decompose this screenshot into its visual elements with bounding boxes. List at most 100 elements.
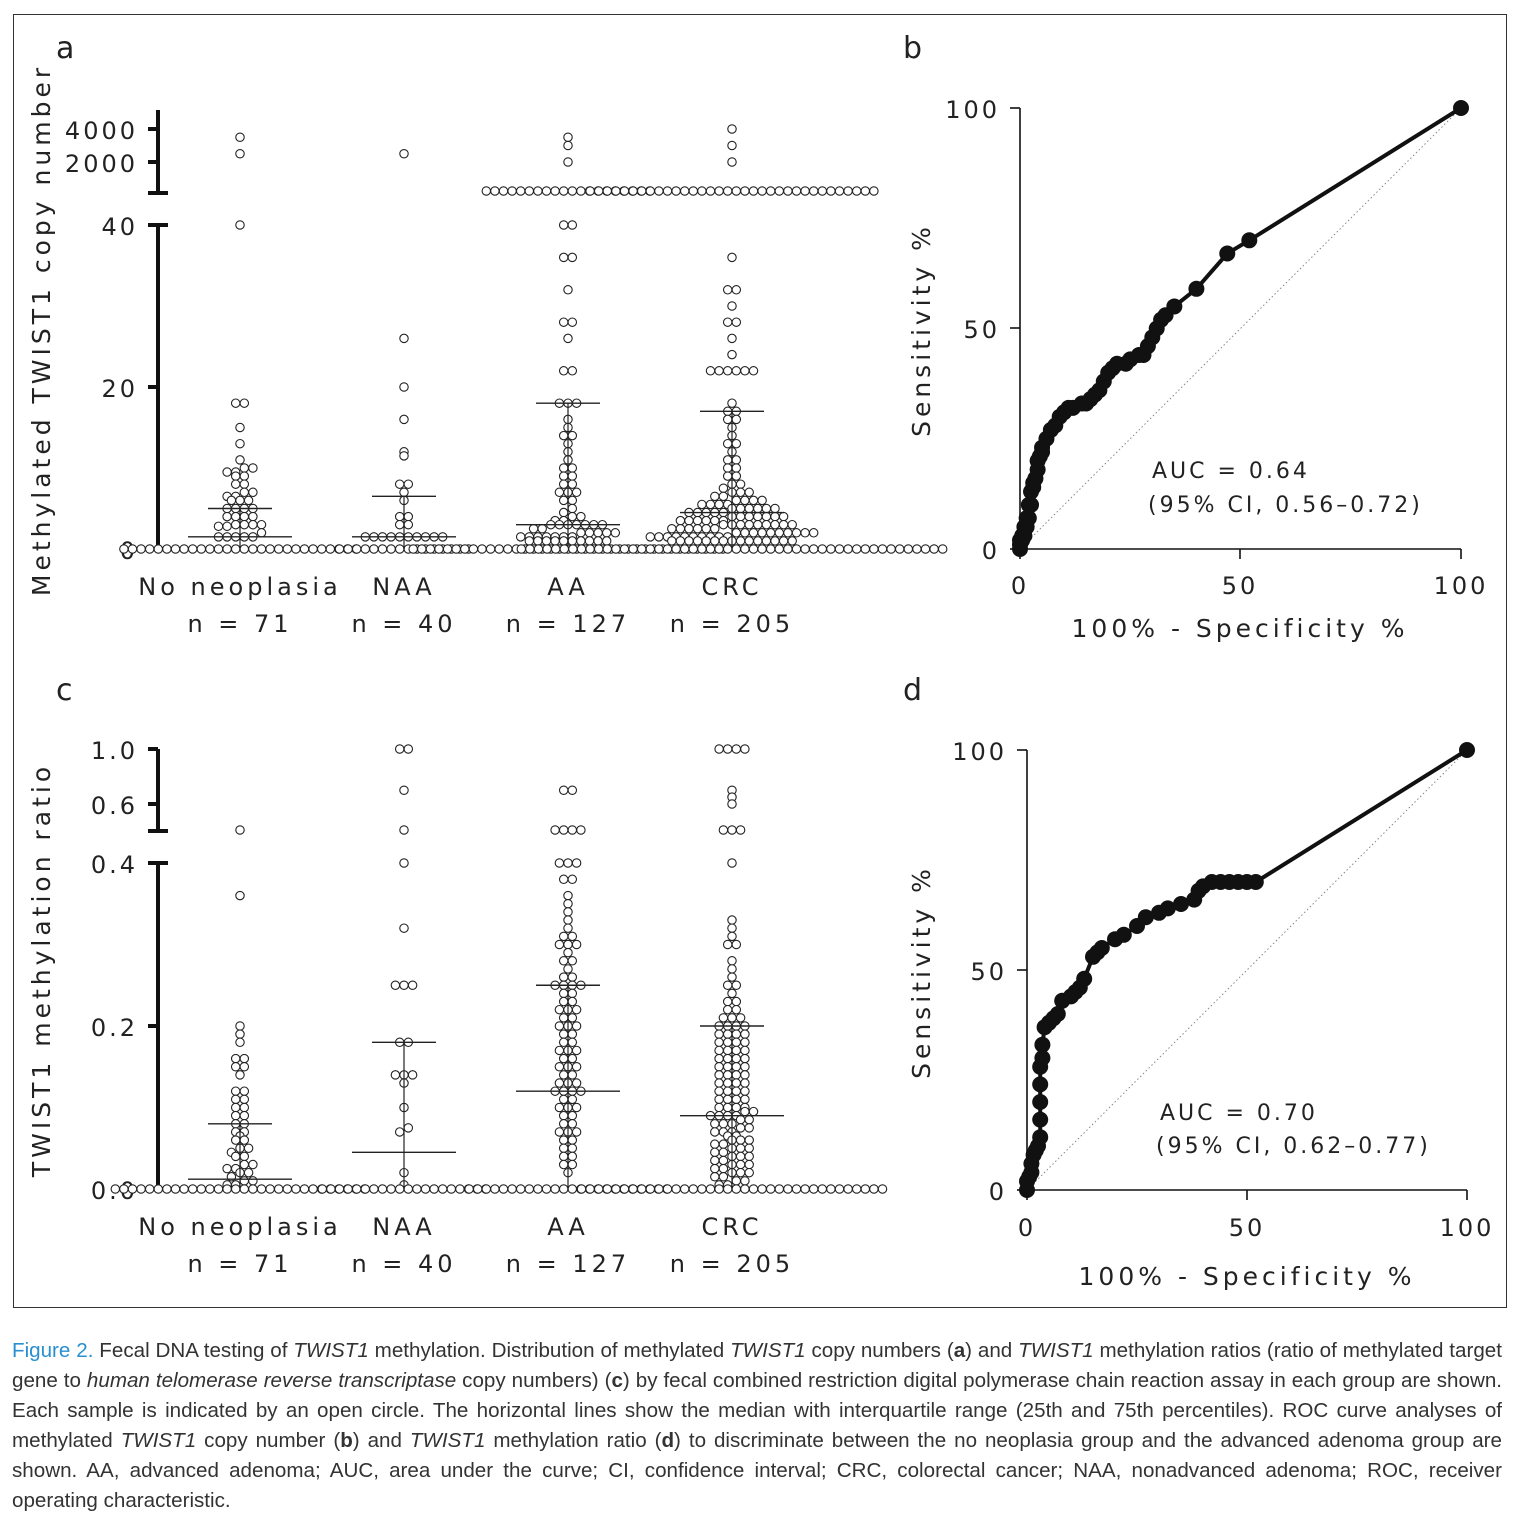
data-point (235, 1070, 245, 1080)
data-point (722, 996, 733, 1007)
data-point (399, 333, 409, 344)
data-point (558, 536, 569, 546)
data-point (394, 1184, 405, 1194)
data-point (567, 956, 578, 966)
data-point (722, 1102, 733, 1113)
data-point (399, 858, 409, 868)
data-point (399, 923, 409, 933)
data-point (563, 285, 573, 295)
data-point (714, 499, 724, 510)
panel-c-ytick-0.2: 0.2 (91, 1014, 138, 1042)
data-point (360, 544, 371, 554)
panel-b-ytick-50: 50 (963, 316, 1000, 344)
data-point (386, 544, 396, 554)
data-point (558, 825, 569, 835)
data-point (230, 1184, 241, 1194)
data-point (230, 1110, 241, 1121)
data-point (860, 544, 871, 554)
data-point (567, 1143, 578, 1154)
data-point (710, 1163, 720, 1174)
data-point (273, 1184, 284, 1194)
data-point (235, 132, 245, 143)
panel-a-group-n-2: n = 127 (506, 610, 630, 638)
panel-c-group-n-1: n = 40 (351, 1250, 456, 1278)
data-point (524, 1184, 535, 1194)
data-point (394, 744, 405, 754)
data-point (808, 186, 819, 196)
data-point (787, 536, 797, 546)
data-point (722, 1062, 733, 1072)
data-point (558, 1029, 569, 1039)
data-point (481, 1184, 492, 1194)
data-point (735, 519, 746, 530)
data-point (740, 1062, 750, 1072)
panel-a-ytick-2000: 2000 (65, 150, 138, 178)
data-point (291, 544, 301, 554)
data-point (834, 544, 845, 554)
data-point (869, 186, 879, 196)
data-point (503, 544, 513, 554)
data-point (778, 511, 789, 522)
data-point (558, 996, 569, 1007)
data-point (563, 858, 573, 868)
data-point (235, 438, 245, 449)
data-point (761, 503, 772, 514)
data-point (567, 1029, 578, 1039)
data-point (718, 1163, 729, 1174)
data-point (399, 149, 409, 159)
data-point (235, 890, 245, 901)
data-point (731, 455, 742, 465)
data-point (248, 519, 258, 530)
data-point (662, 186, 673, 196)
data-point (213, 1184, 224, 1194)
data-point (619, 186, 630, 196)
data-point (567, 931, 578, 942)
data-point (403, 511, 414, 522)
data-point (761, 519, 772, 530)
data-point (472, 1184, 483, 1194)
data-point (671, 544, 681, 554)
data-point (567, 1070, 578, 1080)
data-point (843, 544, 853, 554)
data-point (567, 1013, 578, 1023)
data-point (273, 544, 284, 554)
data-point (735, 536, 746, 546)
data-point (710, 491, 720, 502)
data-point (791, 1184, 802, 1194)
data-point (912, 544, 922, 554)
data-point (239, 1053, 250, 1064)
data-point (239, 1151, 250, 1162)
data-point (593, 1184, 604, 1194)
data-point (567, 988, 578, 999)
data-point (731, 980, 742, 990)
data-point (326, 1184, 336, 1194)
data-point (757, 495, 767, 506)
data-point (722, 1053, 733, 1064)
data-point (567, 366, 578, 376)
data-point (554, 858, 565, 868)
panel-d-ytick-100: 100 (952, 738, 1007, 766)
data-point (516, 544, 527, 554)
data-point (722, 744, 733, 754)
data-point (571, 1127, 582, 1137)
data-point (394, 479, 405, 489)
data-point (403, 519, 414, 530)
panel-d-xtick-50: 50 (1229, 1214, 1266, 1242)
data-point (727, 349, 737, 360)
data-point (360, 1184, 371, 1194)
data-point (291, 1184, 301, 1194)
data-point (563, 939, 573, 950)
panel-d-xtick-100: 100 (1440, 1214, 1495, 1242)
data-point (230, 519, 241, 530)
data-point (714, 1029, 724, 1039)
data-point (256, 1184, 267, 1194)
data-point (554, 1127, 565, 1137)
data-point (515, 532, 526, 542)
data-point (740, 1029, 750, 1039)
data-point (602, 544, 613, 554)
data-point (571, 858, 582, 868)
data-point (645, 544, 656, 554)
data-point (567, 317, 578, 327)
data-point (774, 1184, 785, 1194)
panel-a-group-label-0: No neoplasia (138, 573, 341, 601)
